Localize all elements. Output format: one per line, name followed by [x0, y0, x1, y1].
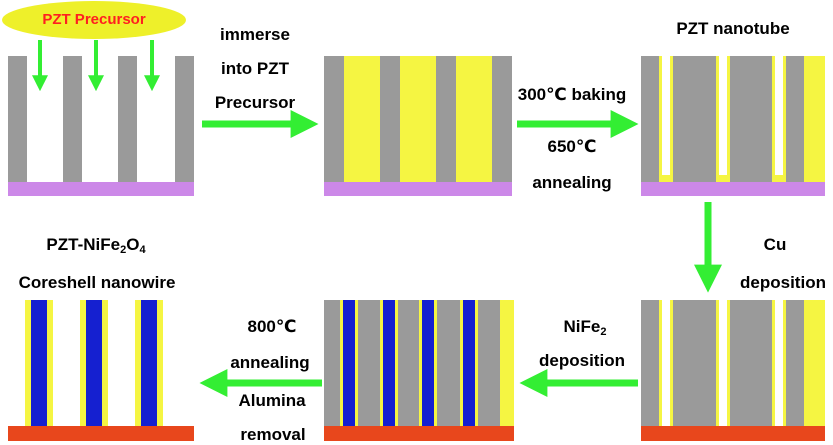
step-cu: Cu: [763, 235, 787, 254]
step-nife-deposition: deposition: [539, 351, 625, 370]
substrate: [8, 182, 194, 196]
panel-coreshell-nanowire: [8, 300, 194, 441]
step-anneal-temp: 650℃: [548, 138, 597, 155]
step-immerse-line1: immerse: [220, 25, 290, 44]
substrate: [641, 426, 825, 441]
step-immerse-line2: into PZT: [221, 59, 289, 78]
step-nife: NiFe2: [563, 317, 607, 338]
nanotube-label: PZT nanotube: [676, 19, 790, 38]
nife-subscript: 2: [600, 326, 607, 338]
panel-cu-deposition: [641, 300, 825, 441]
anneal-temp: 650: [547, 137, 576, 156]
product-text-b: O: [126, 235, 140, 254]
product-sub-2: 4: [139, 244, 146, 256]
step-annealing: annealing: [532, 173, 612, 192]
panel-empty-template: [8, 56, 194, 196]
baking-temp: 300: [517, 85, 547, 104]
step-immerse-line3: Precursor: [214, 93, 296, 112]
nife-text: NiFe: [563, 317, 601, 336]
step-alumina: Alumina: [238, 391, 306, 410]
panel-pzt-nanotube: [641, 56, 825, 196]
substrate: [641, 182, 825, 196]
baking-unit: ℃ baking: [546, 85, 627, 104]
product-description: Coreshell nanowire: [18, 273, 176, 292]
step-cu-deposition: deposition: [740, 273, 826, 292]
substrate: [324, 426, 514, 441]
precursor-ellipse: [2, 1, 186, 39]
product-formula: PZT-NiFe2O4: [46, 235, 146, 256]
precursor-label: PZT Precursor: [42, 11, 146, 28]
step-baking: 300℃ baking: [518, 86, 626, 103]
product-text-a: PZT-NiFe: [46, 235, 121, 254]
step-removal: removal: [240, 425, 306, 444]
product-sub-1: 2: [120, 244, 127, 256]
step-final-annealing: annealing: [230, 353, 310, 372]
panel-nife-filled: [324, 300, 514, 441]
substrate: [324, 182, 512, 196]
panel-filled-pzt: [324, 56, 512, 196]
anneal-unit: ℃: [575, 137, 597, 156]
final-temp: 800: [247, 317, 276, 336]
step-final-temp: 800℃: [248, 318, 297, 335]
substrate: [8, 426, 194, 441]
final-unit: ℃: [275, 317, 297, 336]
